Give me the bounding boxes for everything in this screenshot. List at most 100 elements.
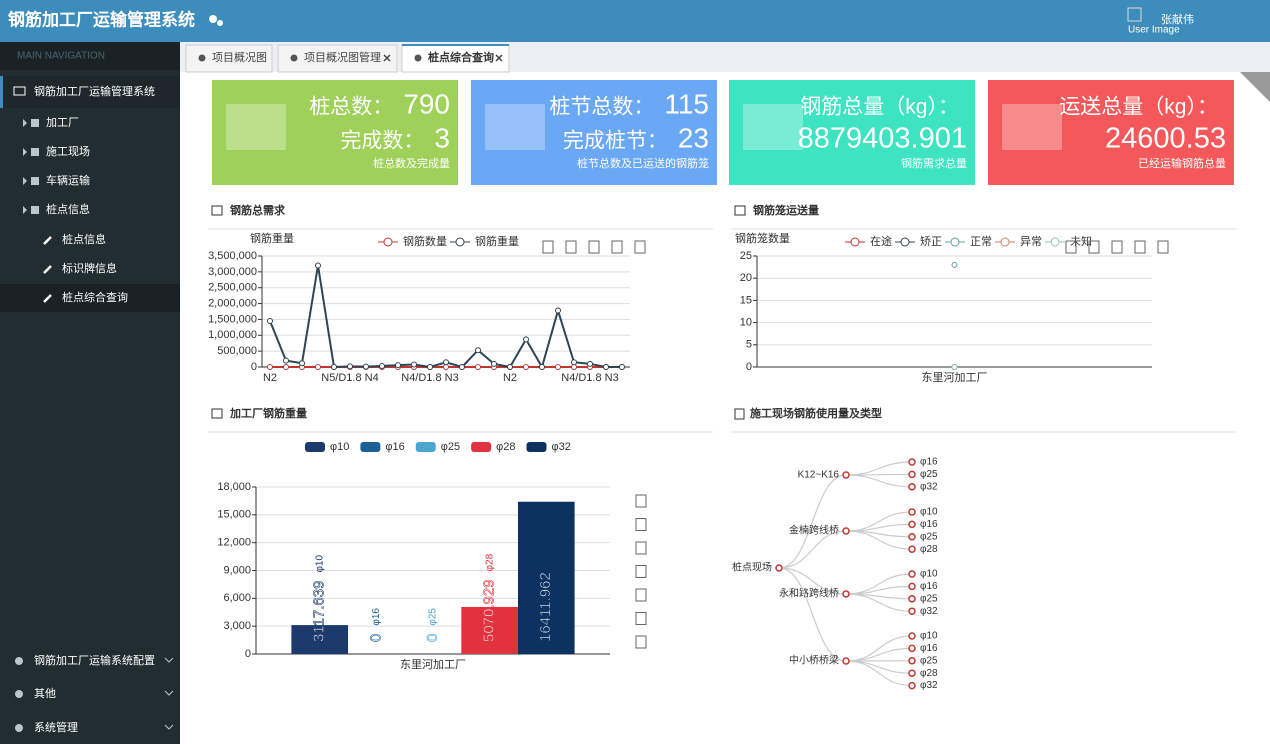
sidebar-item[interactable]: 桩点信息: [46, 202, 90, 216]
tree-node[interactable]: [908, 669, 916, 677]
legend-swatch[interactable]: [471, 442, 492, 452]
sidebar-item[interactable]: 钢筋加工厂运输系统配置: [34, 653, 155, 667]
tree-node[interactable]: [908, 595, 916, 603]
legend-marker[interactable]: [1050, 237, 1060, 247]
tab-close[interactable]: [383, 54, 391, 62]
x-tick-label: 东里河加工厂: [922, 371, 988, 384]
sidebar-item[interactable]: 施工现场: [46, 144, 90, 158]
point: [299, 360, 305, 367]
point: [427, 364, 433, 370]
legend-marker[interactable]: [850, 237, 860, 247]
tree-node[interactable]: [908, 607, 916, 615]
tree-node[interactable]: [908, 483, 916, 491]
settings-icon[interactable]: [209, 15, 223, 26]
toolbox-icon[interactable]: [635, 588, 647, 602]
legend-label[interactable]: 钢筋重量: [475, 234, 519, 248]
legend-label[interactable]: 正常: [970, 235, 992, 248]
toolbox-icon[interactable]: [611, 240, 623, 254]
toolbox-icon[interactable]: [565, 240, 577, 254]
tree-node[interactable]: [842, 527, 850, 535]
legend-marker[interactable]: [900, 237, 910, 247]
tree-leaf-label: φ10: [920, 631, 938, 642]
legend-label[interactable]: 在途: [870, 234, 892, 248]
bar-value-label: 5070.929: [481, 579, 498, 642]
toolbox-icon[interactable]: [635, 635, 647, 649]
legend-label[interactable]: 异常: [1020, 235, 1042, 248]
legend-marker[interactable]: [950, 237, 960, 247]
expand-arrow: [23, 148, 27, 156]
tree-node[interactable]: [908, 545, 916, 553]
tree-root[interactable]: [775, 564, 783, 572]
sidebar-item[interactable]: 桩点综合查询: [62, 290, 128, 304]
sidebar-heading-bg: [0, 42, 180, 70]
tree-node[interactable]: [908, 582, 916, 591]
tab-label[interactable]: 项目概况图管理: [304, 50, 381, 64]
tree-leaf-label: φ28: [920, 668, 938, 679]
tab-label[interactable]: 桩点综合查询: [428, 50, 494, 64]
legend-label[interactable]: 钢筋数量: [403, 234, 447, 248]
tree-node[interactable]: [842, 590, 850, 598]
toolbox-icon[interactable]: [1111, 240, 1123, 254]
sidebar-item[interactable]: 车辆运输: [46, 173, 90, 187]
y-tick-label: 3,500,000: [208, 250, 257, 262]
legend-label[interactable]: φ16: [385, 441, 404, 453]
toolbox-icon[interactable]: [1134, 240, 1146, 254]
tab[interactable]: [277, 44, 398, 73]
tree-leaf-label: φ32: [920, 481, 938, 492]
legend-swatch[interactable]: [526, 442, 547, 452]
menu-icon: [31, 148, 39, 156]
sidebar-item[interactable]: 桩点信息: [62, 232, 106, 246]
toolbox-icon[interactable]: [1157, 240, 1169, 254]
sidebar-item[interactable]: 其他: [34, 687, 56, 700]
sidebar-item[interactable]: 加工厂: [46, 116, 79, 129]
legend-label[interactable]: 矫正: [920, 235, 942, 248]
tree-node[interactable]: [908, 520, 916, 529]
legend-label[interactable]: φ32: [552, 441, 571, 453]
tree-node[interactable]: [908, 533, 916, 541]
legend-marker[interactable]: [1000, 237, 1010, 247]
tree-node[interactable]: [842, 471, 850, 479]
panel-title: 钢筋总需求: [230, 203, 286, 217]
legend-swatch[interactable]: [305, 442, 325, 452]
toolbox-icon[interactable]: [1088, 240, 1100, 254]
legend-swatch[interactable]: [360, 442, 381, 452]
y-tick-label: 0: [245, 648, 251, 660]
user-name[interactable]: 张献伟: [1161, 12, 1194, 26]
legend-label[interactable]: φ28: [496, 441, 515, 453]
stat-caption: 钢筋需求总量: [901, 156, 967, 170]
tree-node[interactable]: [908, 570, 916, 578]
y-tick-label: 15,000: [217, 509, 251, 521]
tree-node[interactable]: [908, 470, 916, 479]
tab-label[interactable]: 项目概况图: [212, 51, 267, 64]
toolbox-icon[interactable]: [635, 494, 647, 508]
legend-label[interactable]: φ25: [441, 441, 460, 453]
legend-label[interactable]: φ10: [330, 441, 349, 453]
tree-node[interactable]: [842, 657, 850, 665]
toolbox-icon[interactable]: [1065, 240, 1077, 254]
tree-node[interactable]: [908, 458, 916, 466]
toolbox-icon[interactable]: [634, 240, 646, 254]
tab-close[interactable]: [495, 54, 503, 62]
toolbox-icon[interactable]: [588, 240, 600, 254]
tree-leaf-label: φ25: [920, 531, 938, 542]
toolbox-icon[interactable]: [635, 612, 647, 625]
tree-node[interactable]: [908, 632, 916, 640]
tree-node[interactable]: [908, 644, 916, 653]
x-tick-label: N2: [263, 372, 277, 384]
sidebar-item[interactable]: 钢筋加工厂运输管理系统: [34, 84, 155, 98]
legend-swatch[interactable]: [415, 442, 436, 452]
toolbox-icon[interactable]: [635, 518, 647, 531]
legend-marker[interactable]: [383, 237, 393, 247]
y-tick-label: 0: [251, 361, 257, 373]
toolbox-icon[interactable]: [542, 240, 554, 254]
sidebar-item[interactable]: 标识牌信息: [62, 261, 117, 275]
toolbox-icon[interactable]: [635, 541, 647, 555]
sidebar-item[interactable]: 系统管理: [34, 720, 78, 734]
legend-marker[interactable]: [455, 237, 465, 247]
tree-node[interactable]: [908, 657, 916, 665]
corner-toggle[interactable]: [1240, 72, 1270, 102]
tree-node[interactable]: [908, 681, 916, 690]
point: [267, 364, 273, 370]
toolbox-icon[interactable]: [635, 565, 647, 578]
tree-node[interactable]: [908, 508, 916, 516]
